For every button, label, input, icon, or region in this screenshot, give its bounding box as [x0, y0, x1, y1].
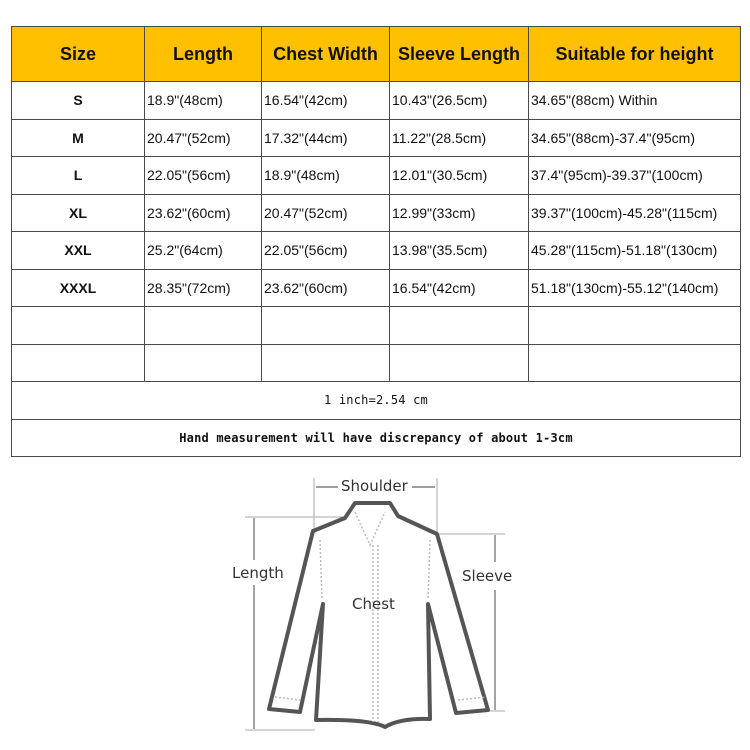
sleeve-length-cell: 12.99"(33cm) — [389, 193, 529, 232]
length-cell: 20.47"(52cm) — [144, 118, 262, 157]
header-suitable-height: Suitable for height — [528, 26, 741, 82]
chest-label: Chest — [352, 595, 395, 613]
size-chart-table: Size Length Chest Width Sleeve Length Su… — [11, 26, 741, 457]
sleeve-length-cell: 11.22"(28.5cm) — [389, 118, 529, 157]
length-label: Length — [232, 564, 284, 582]
sleeve-length-cell: 10.43"(26.5cm) — [389, 81, 529, 120]
empty-cell — [261, 306, 390, 345]
header-chest-width: Chest Width — [261, 26, 390, 82]
table-row: S 18.9"(48cm) 16.54"(42cm) 10.43"(26.5cm) 34… — [11, 81, 741, 120]
table-header-row: Size Length Chest Width Sleeve Length Su… — [11, 26, 741, 82]
chest-width-cell: 16.54"(42cm) — [261, 81, 390, 120]
note-row: Hand measurement will have discrepancy o… — [11, 418, 741, 457]
empty-row — [11, 306, 741, 345]
discrepancy-note: Hand measurement will have discrepancy o… — [11, 418, 741, 457]
chest-width-cell: 17.32"(44cm) — [261, 118, 390, 157]
sleeve-length-cell: 13.98"(35.5cm) — [389, 231, 529, 270]
suitable-height-cell: 51.18"(130cm)-55.12"(140cm) — [528, 268, 741, 307]
shirt-details — [274, 511, 487, 722]
header-size: Size — [11, 26, 145, 82]
size-cell: XXXL — [11, 268, 145, 307]
length-cell: 25.2"(64cm) — [144, 231, 262, 270]
suitable-height-cell: 39.37"(100cm)-45.28"(115cm) — [528, 193, 741, 232]
chest-width-cell: 22.05"(56cm) — [261, 231, 390, 270]
conversion-note: 1 inch=2.54 cm — [11, 381, 741, 420]
suitable-height-cell: 37.4"(95cm)-39.37"(100cm) — [528, 156, 741, 195]
table-row: XXXL 28.35"(72cm) 23.62"(60cm) 16.54"(42cm)… — [11, 268, 741, 307]
chest-width-cell: 18.9"(48cm) — [261, 156, 390, 195]
suitable-height-cell: 34.65"(88cm)-37.4"(95cm) — [528, 118, 741, 157]
sleeve-label: Sleeve — [462, 567, 512, 585]
shoulder-label: Shoulder — [341, 477, 409, 495]
note-row: 1 inch=2.54 cm — [11, 381, 741, 420]
size-cell: S — [11, 81, 145, 120]
suitable-height-cell: 34.65"(88cm) Within — [528, 81, 741, 120]
length-cell: 18.9"(48cm) — [144, 81, 262, 120]
sleeve-length-cell: 16.54"(42cm) — [389, 268, 529, 307]
length-cell: 22.05"(56cm) — [144, 156, 262, 195]
empty-cell — [389, 306, 529, 345]
header-sleeve-length: Sleeve Length — [389, 26, 529, 82]
table-row: XXL 25.2"(64cm) 22.05"(56cm) 13.98"(35.5cm)… — [11, 231, 741, 270]
chest-width-cell: 23.62"(60cm) — [261, 268, 390, 307]
